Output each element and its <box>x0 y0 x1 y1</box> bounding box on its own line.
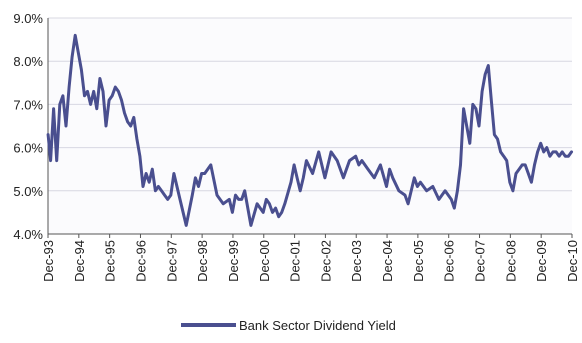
x-tick-label: Dec-98 <box>195 240 210 282</box>
x-tick-label: Dec-00 <box>257 240 272 282</box>
axes <box>47 18 573 238</box>
x-tick-label: Dec-97 <box>164 240 179 282</box>
x-tick-label: Dec-09 <box>534 240 549 282</box>
x-tick-label: Dec-08 <box>503 240 518 282</box>
x-tick-label: Dec-04 <box>380 240 395 282</box>
x-tick-label: Dec-93 <box>41 240 56 282</box>
y-tick-label: 9.0% <box>13 11 43 26</box>
x-tick-label: Dec-95 <box>103 240 118 282</box>
y-tick-label: 5.0% <box>13 184 43 199</box>
gridlines <box>48 17 572 192</box>
x-tick-label: Dec-10 <box>565 240 580 282</box>
x-tick-label: Dec-06 <box>442 240 457 282</box>
series-lines <box>46 33 573 227</box>
x-tick-label: Dec-96 <box>133 240 148 282</box>
x-tick-label: Dec-01 <box>288 240 303 282</box>
legend: Bank Sector Dividend Yield <box>181 318 396 333</box>
y-tick-label: 4.0% <box>13 227 43 242</box>
series-line-0 <box>46 33 573 227</box>
x-tick-label: Dec-03 <box>349 240 364 282</box>
x-tick-labels: Dec-93 Dec-94 Dec-95 Dec-96 Dec-97 Dec-98 Dec-… <box>41 240 580 282</box>
y-tick-label: 7.0% <box>13 97 43 112</box>
x-tick-label: Dec-07 <box>473 240 488 282</box>
x-tick-label: Dec-99 <box>226 240 241 282</box>
y-tick-label: 6.0% <box>13 141 43 156</box>
y-tick-label: 8.0% <box>13 54 43 69</box>
x-tick-label: Dec-94 <box>72 240 87 282</box>
x-tick-label: Dec-05 <box>411 240 426 282</box>
legend-label: Bank Sector Dividend Yield <box>239 318 396 333</box>
y-tick-labels: 4.0% 5.0% 6.0% 7.0% 8.0% 9.0% <box>13 11 43 242</box>
x-tick-label: Dec-02 <box>318 240 333 282</box>
